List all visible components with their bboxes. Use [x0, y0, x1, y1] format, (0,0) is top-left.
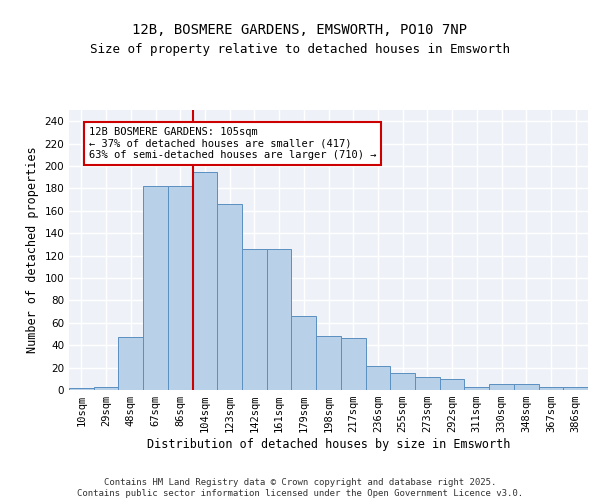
- Bar: [390, 373, 415, 390]
- Bar: [440, 379, 464, 390]
- Bar: [193, 172, 217, 390]
- Bar: [415, 376, 440, 390]
- X-axis label: Distribution of detached houses by size in Emsworth: Distribution of detached houses by size …: [147, 438, 510, 451]
- Bar: [563, 386, 588, 390]
- Bar: [94, 386, 118, 390]
- Bar: [341, 338, 365, 390]
- Bar: [118, 338, 143, 390]
- Bar: [242, 249, 267, 390]
- Bar: [292, 316, 316, 390]
- Bar: [365, 366, 390, 390]
- Text: 12B, BOSMERE GARDENS, EMSWORTH, PO10 7NP: 12B, BOSMERE GARDENS, EMSWORTH, PO10 7NP: [133, 22, 467, 36]
- Bar: [69, 388, 94, 390]
- Y-axis label: Number of detached properties: Number of detached properties: [26, 146, 39, 354]
- Text: 12B BOSMERE GARDENS: 105sqm
← 37% of detached houses are smaller (417)
63% of se: 12B BOSMERE GARDENS: 105sqm ← 37% of det…: [89, 127, 376, 160]
- Text: Size of property relative to detached houses in Emsworth: Size of property relative to detached ho…: [90, 42, 510, 56]
- Bar: [217, 204, 242, 390]
- Bar: [539, 386, 563, 390]
- Bar: [168, 186, 193, 390]
- Bar: [316, 336, 341, 390]
- Text: Contains HM Land Registry data © Crown copyright and database right 2025.
Contai: Contains HM Land Registry data © Crown c…: [77, 478, 523, 498]
- Bar: [464, 386, 489, 390]
- Bar: [143, 186, 168, 390]
- Bar: [489, 384, 514, 390]
- Bar: [514, 384, 539, 390]
- Bar: [267, 249, 292, 390]
